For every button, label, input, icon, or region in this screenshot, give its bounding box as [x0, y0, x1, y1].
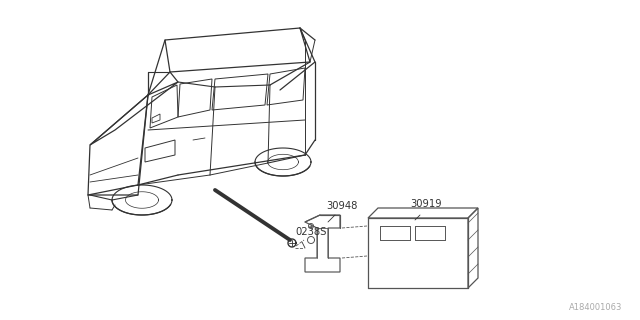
- Text: 30919: 30919: [410, 199, 442, 209]
- Text: A184001063: A184001063: [568, 303, 622, 312]
- Text: 30948: 30948: [326, 201, 357, 211]
- Text: 0238S: 0238S: [295, 227, 326, 237]
